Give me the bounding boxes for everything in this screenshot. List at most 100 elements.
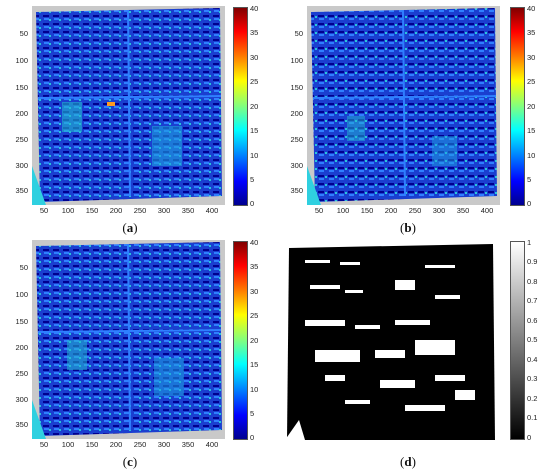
cbtick-a-0: 40: [250, 4, 259, 13]
ytick-b-150: 150: [290, 83, 303, 92]
xtick-b-200: 200: [384, 206, 398, 215]
cbtick-a-7: 5: [250, 175, 255, 184]
xtick-c-50: 50: [39, 440, 49, 449]
xtick-b-50: 50: [314, 206, 324, 215]
xtick-b-350: 350: [456, 206, 470, 215]
cbtick-c-3: 25: [250, 311, 259, 320]
xtick-c-400: 400: [205, 440, 219, 449]
cbtick-a-8: 0: [250, 199, 255, 208]
cbtick-b-7: 5: [527, 175, 532, 184]
road-vertical: [402, 11, 406, 197]
cbtick-a-6: 10: [250, 151, 259, 160]
caption-d: (d): [400, 454, 416, 469]
cbtick-b-6: 10: [527, 151, 536, 160]
xtick-a-200: 200: [109, 206, 123, 215]
cbtick-d-0: 1: [527, 238, 532, 247]
xtick-a-100: 100: [61, 206, 75, 215]
caption-a: (a): [122, 220, 138, 235]
ytick-a-350: 350: [15, 186, 28, 195]
cbtick-b-0: 40: [527, 4, 536, 13]
ytick-b-300: 300: [290, 161, 303, 170]
heatmap-c: [32, 240, 225, 439]
cbtick-d-4: 0.6: [527, 316, 538, 325]
cbtick-c-7: 5: [250, 409, 255, 418]
cbtick-c-0: 40: [250, 238, 259, 247]
ytick-c-200: 200: [15, 343, 28, 352]
heatmap-c-image: [32, 240, 225, 439]
cbtick-c-8: 0: [250, 433, 255, 442]
cbtick-c-2: 30: [250, 287, 259, 296]
binary-map-d: [285, 240, 497, 440]
cbtick-b-4: 20: [527, 102, 536, 111]
cbtick-d-7: 0.3: [527, 374, 538, 383]
cbtick-c-6: 10: [250, 385, 259, 394]
cbtick-a-1: 35: [250, 28, 259, 37]
heatmap-b: [307, 6, 500, 205]
road-horizontal: [37, 95, 222, 99]
cbtick-d-10: 0: [527, 433, 532, 442]
change-pixels: [305, 260, 475, 411]
road-vertical: [127, 245, 131, 431]
xtick-b-300: 300: [432, 206, 446, 215]
xtick-a-400: 400: [205, 206, 219, 215]
cbtick-a-2: 30: [250, 53, 259, 62]
cbtick-b-8: 0: [527, 199, 532, 208]
ytick-b-100: 100: [290, 56, 303, 65]
caption-c: (c): [122, 454, 138, 469]
colorbar-a: [233, 7, 248, 206]
ytick-c-150: 150: [15, 317, 28, 326]
cbtick-c-1: 35: [250, 262, 259, 271]
ytick-b-250: 250: [290, 135, 303, 144]
cbtick-d-9: 0.1: [527, 413, 538, 422]
xtick-c-300: 300: [157, 440, 171, 449]
ytick-c-300: 300: [15, 395, 28, 404]
xtick-c-150: 150: [85, 440, 99, 449]
road-horizontal: [312, 95, 497, 99]
ytick-a-250: 250: [15, 135, 28, 144]
xtick-a-50: 50: [39, 206, 49, 215]
ytick-a-300: 300: [15, 161, 28, 170]
xtick-c-350: 350: [181, 440, 195, 449]
heatmap-a-image: [32, 6, 225, 205]
ytick-a-200: 200: [15, 109, 28, 118]
xtick-c-200: 200: [109, 440, 123, 449]
cbtick-a-4: 20: [250, 102, 259, 111]
xtick-c-100: 100: [61, 440, 75, 449]
binary-map-d-image: [285, 240, 497, 440]
cbtick-c-4: 20: [250, 336, 259, 345]
cbtick-d-3: 0.7: [527, 296, 538, 305]
cbtick-b-5: 15: [527, 126, 536, 135]
xtick-a-250: 250: [133, 206, 147, 215]
cbtick-b-2: 30: [527, 53, 536, 62]
ytick-b-200: 200: [290, 109, 303, 118]
ytick-b-350: 350: [290, 186, 303, 195]
xtick-c-250: 250: [133, 440, 147, 449]
xtick-a-300: 300: [157, 206, 171, 215]
heatmap-a: [32, 6, 225, 205]
caption-b: (b): [400, 220, 416, 235]
cbtick-d-1: 0.9: [527, 257, 538, 266]
colorbar-d: [510, 241, 525, 440]
ytick-c-250: 250: [15, 369, 28, 378]
xtick-b-250: 250: [408, 206, 422, 215]
heatmap-b-image: [307, 6, 500, 205]
cbtick-d-5: 0.5: [527, 335, 538, 344]
xtick-a-150: 150: [85, 206, 99, 215]
cbtick-b-3: 25: [527, 77, 536, 86]
xtick-b-150: 150: [360, 206, 374, 215]
ytick-b-50: 50: [294, 29, 303, 38]
cbtick-b-1: 35: [527, 28, 536, 37]
cbtick-d-6: 0.4: [527, 355, 538, 364]
ytick-a-150: 150: [15, 83, 28, 92]
xtick-b-400: 400: [480, 206, 494, 215]
cbtick-d-8: 0.2: [527, 394, 538, 403]
cbtick-a-5: 15: [250, 126, 259, 135]
xtick-a-350: 350: [181, 206, 195, 215]
ytick-c-350: 350: [15, 420, 28, 429]
ytick-c-100: 100: [15, 290, 28, 299]
colorbar-b: [510, 7, 525, 206]
road-horizontal: [37, 329, 222, 333]
cbtick-a-3: 25: [250, 77, 259, 86]
colorbar-c: [233, 241, 248, 440]
road-vertical: [127, 11, 131, 197]
